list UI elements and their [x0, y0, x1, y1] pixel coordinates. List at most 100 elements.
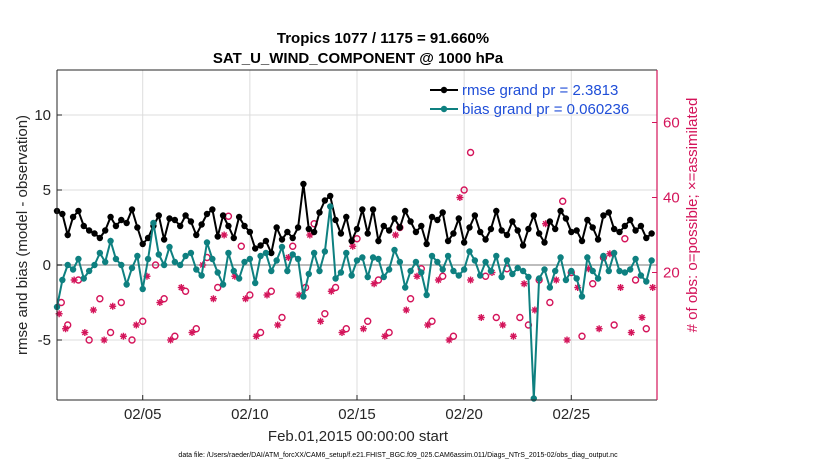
possible-obs-marker — [321, 310, 329, 318]
possible-obs-marker — [171, 332, 179, 340]
rmse-point — [535, 230, 543, 237]
bias-point — [584, 254, 591, 261]
assimilated-obs-marker — [209, 295, 217, 303]
rmse-point — [337, 230, 345, 237]
rmse-point — [380, 222, 387, 230]
bias-point — [610, 249, 618, 257]
bias-point — [546, 284, 554, 291]
assimilated-obs-marker — [563, 336, 571, 344]
assimilated-obs-marker — [327, 287, 335, 295]
rmse-point — [69, 213, 77, 221]
bias-point — [594, 275, 602, 282]
legend: rmse grand pr = 2.3813 bias grand pr = 0.… — [430, 82, 629, 118]
bias-point — [343, 249, 350, 257]
bias-point — [600, 252, 607, 260]
x-tick-label: 02/10 — [231, 406, 269, 423]
legend-marker — [440, 86, 448, 94]
bias-point — [557, 254, 564, 261]
rmse-point — [294, 224, 302, 231]
rmse-point — [230, 234, 237, 242]
rmse-line — [56, 183, 653, 257]
rmse-point — [160, 236, 168, 243]
possible-obs-marker — [642, 325, 650, 333]
rmse-point — [396, 224, 404, 231]
assimilated-obs-marker — [89, 306, 97, 314]
possible-obs-marker — [631, 276, 640, 284]
rmse-point — [134, 224, 141, 231]
possible-obs-marker — [96, 295, 104, 303]
rmse-point — [482, 236, 489, 243]
possible-obs-marker — [246, 291, 254, 299]
rmse-point — [503, 231, 511, 239]
bias-point — [150, 219, 157, 227]
bias-point — [257, 252, 264, 260]
rmse-point — [171, 216, 179, 224]
bias-point — [353, 257, 361, 264]
rmse-point — [257, 242, 264, 249]
assimilated-obs-marker — [509, 332, 517, 340]
rmse-point — [91, 230, 98, 237]
assimilated-obs-marker — [62, 325, 70, 333]
bias-point — [112, 255, 120, 263]
possible-obs-marker — [559, 197, 567, 205]
possible-obs-marker — [546, 298, 554, 307]
bias-point — [359, 254, 366, 261]
rmse-point — [85, 227, 93, 234]
bias-point — [627, 266, 634, 273]
bias-point — [294, 255, 302, 263]
legend-rmse-label: rmse grand pr = 2.3813 — [462, 82, 618, 99]
assimilated-obs-marker — [220, 231, 228, 239]
rmse-point — [112, 222, 120, 230]
bias-point — [278, 243, 286, 251]
bias-point — [193, 266, 200, 273]
rmse-point — [407, 218, 414, 225]
bias-point — [310, 249, 318, 257]
rmse-point — [477, 228, 484, 236]
bias-point — [171, 258, 179, 266]
possible-obs-marker — [106, 328, 115, 337]
bias-point — [385, 266, 393, 273]
assimilated-obs-marker — [381, 332, 389, 340]
assimilated-obs-marker — [627, 329, 635, 336]
rmse-point — [444, 237, 452, 245]
bias-point — [428, 252, 436, 260]
bias-point — [64, 261, 71, 269]
assimilated-obs-marker — [638, 314, 646, 321]
chart-title: Tropics 1077 / 1175 = 91.660% — [277, 30, 489, 47]
rmse-point — [594, 236, 602, 243]
bias-point — [348, 272, 355, 279]
rmse-point — [59, 210, 66, 218]
bias-point — [160, 261, 168, 269]
assimilated-obs-marker — [370, 280, 378, 288]
bias-point — [75, 255, 82, 263]
assimilated-obs-marker — [499, 321, 507, 329]
assimilated-obs-marker — [477, 314, 485, 321]
bias-point — [418, 269, 425, 276]
bias-point — [96, 249, 104, 257]
bias-point — [493, 252, 500, 260]
bias-point — [450, 267, 457, 275]
possible-obs-marker — [589, 280, 597, 288]
possible-obs-marker — [460, 186, 468, 194]
y-tick-label: -5 — [38, 332, 51, 349]
bias-point — [466, 248, 473, 255]
x-tick-label: 02/05 — [124, 406, 162, 423]
bias-point — [439, 266, 446, 273]
bias-point — [241, 258, 248, 266]
assimilated-obs-marker — [595, 325, 603, 333]
bias-point — [396, 258, 404, 266]
assimilated-obs-marker — [413, 272, 421, 280]
rmse-point — [418, 222, 425, 230]
rmse-point — [252, 245, 259, 252]
rmse-point — [273, 224, 280, 231]
rmse-point — [321, 197, 329, 204]
possible-obs-marker — [64, 321, 72, 329]
possible-obs-marker — [256, 328, 265, 337]
x-tick-label: 02/15 — [338, 406, 376, 423]
rmse-point — [118, 216, 125, 224]
bias-point — [235, 275, 243, 282]
rmse-point — [493, 207, 500, 215]
legend-marker — [440, 105, 448, 113]
bias-point — [552, 267, 559, 275]
rmse-point — [193, 231, 200, 239]
